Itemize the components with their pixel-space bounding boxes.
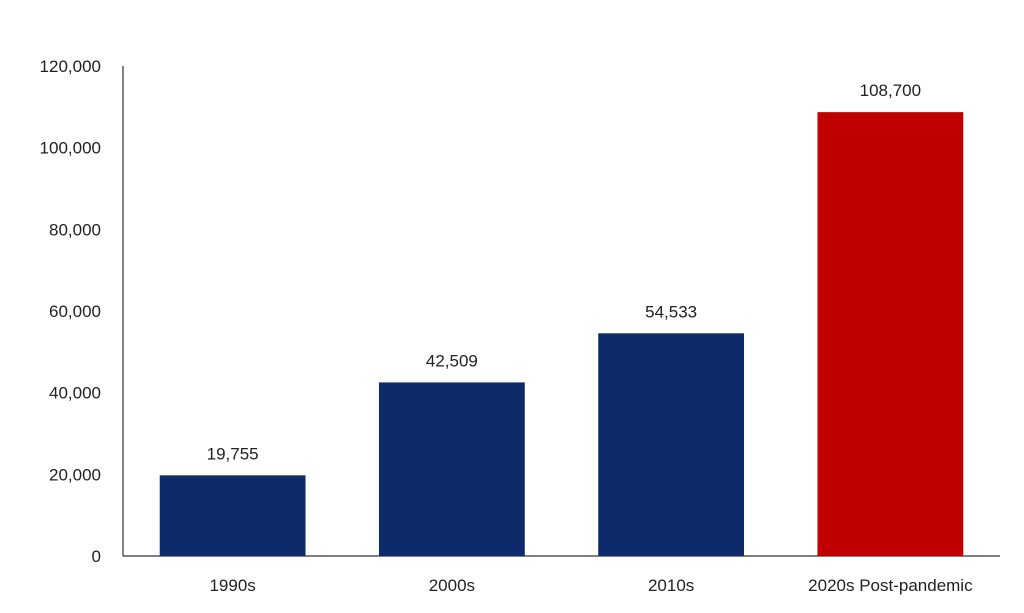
data-label: 54,533 xyxy=(645,302,697,321)
bar xyxy=(159,475,306,556)
y-tick-label: 60,000 xyxy=(49,302,101,321)
x-tick-label: 1990s xyxy=(209,576,255,595)
y-tick-label: 80,000 xyxy=(49,220,101,239)
y-tick-label: 120,000 xyxy=(40,57,101,76)
bar xyxy=(378,382,525,556)
bars xyxy=(159,112,964,557)
y-axis: 0 20,000 40,000 60,000 80,000 100,000 120,000 xyxy=(40,57,124,566)
data-label: 19,755 xyxy=(207,444,259,463)
y-tick-label: 20,000 xyxy=(49,465,101,484)
x-tick-label: 2020s Post-pandemic xyxy=(808,576,973,595)
bar xyxy=(817,112,964,557)
y-tick-label: 100,000 xyxy=(40,139,101,158)
x-axis: 1990s 2000s 2010s 2020s Post-pandemic xyxy=(123,555,1000,595)
x-tick-label: 2010s xyxy=(648,576,694,595)
data-labels: 19,755 42,509 54,533 108,700 xyxy=(207,81,921,463)
data-label: 42,509 xyxy=(426,351,478,370)
y-tick-label: 40,000 xyxy=(49,384,101,403)
y-tick-label: 0 xyxy=(92,547,101,566)
data-label: 108,700 xyxy=(860,81,921,100)
bar xyxy=(598,333,745,556)
x-tick-label: 2000s xyxy=(429,576,475,595)
